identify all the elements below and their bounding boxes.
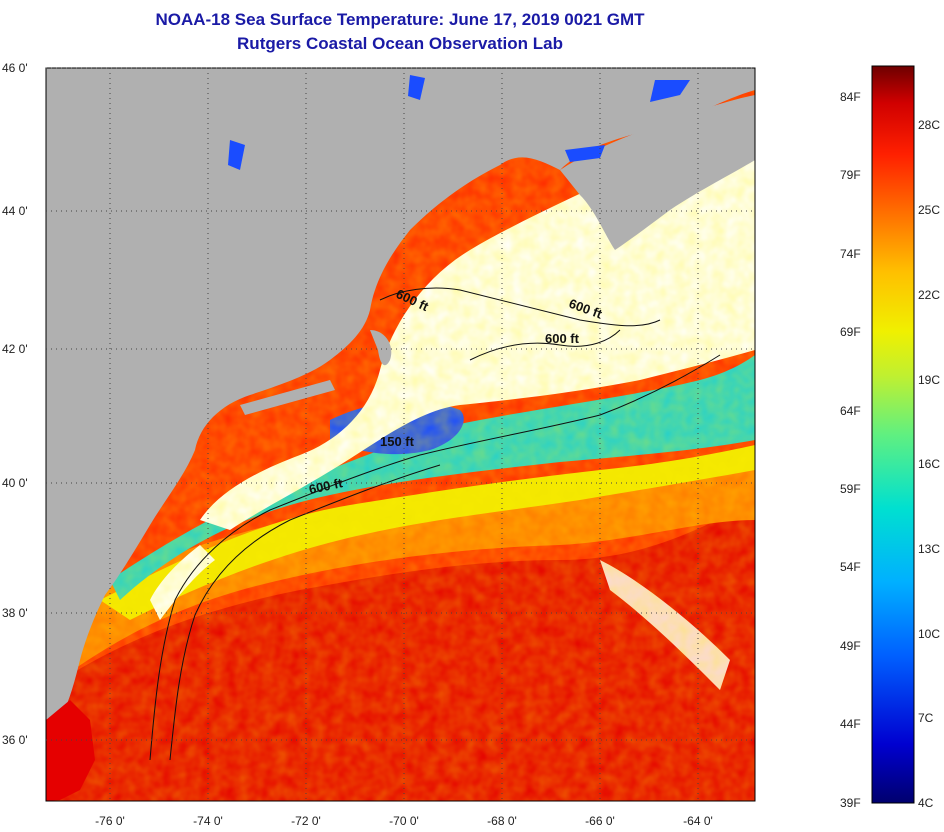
cb-f-label: 54F <box>840 560 861 574</box>
map-title: NOAA-18 Sea Surface Temperature: June 17… <box>155 10 645 29</box>
cb-c-label: 13C <box>918 542 941 556</box>
bay-patch-2 <box>565 145 605 162</box>
isobath-label-4: 150 ft <box>380 434 415 449</box>
cb-f-label: 64F <box>840 404 861 418</box>
cb-c-label: 10C <box>918 627 941 641</box>
cb-f-label: 44F <box>840 717 861 731</box>
land-mainland <box>46 68 755 780</box>
land-nova-scotia <box>560 95 755 250</box>
isobath-georges <box>469 329 621 361</box>
isobath-shelf-break <box>149 354 721 761</box>
lon-label: -76 0' <box>95 814 125 828</box>
cb-c-label: 19C <box>918 373 941 387</box>
map-subtitle: Rutgers Coastal Ocean Observation Lab <box>237 34 563 53</box>
colorbar <box>871 65 915 804</box>
cb-f-label: 79F <box>840 168 861 182</box>
lat-label: 44 0' <box>2 204 28 218</box>
isobath-label-3: 600 ft <box>545 331 580 346</box>
lon-label: -72 0' <box>291 814 321 828</box>
lon-label: -74 0' <box>193 814 223 828</box>
lon-label: -64 0' <box>683 814 713 828</box>
land-delmarva <box>46 545 85 690</box>
cb-f-label: 49F <box>840 639 861 653</box>
cb-f-label: 74F <box>840 247 861 261</box>
lat-label: 46 0' <box>2 61 28 75</box>
cb-c-label: 25C <box>918 203 941 217</box>
cb-f-label: 39F <box>840 796 861 810</box>
cb-c-label: 4C <box>918 796 934 810</box>
lon-label: -68 0' <box>487 814 517 828</box>
graticule <box>46 67 755 801</box>
land-long-island <box>240 380 335 415</box>
lat-label: 42 0' <box>2 342 28 356</box>
cb-c-label: 16C <box>918 457 941 471</box>
lat-label: 40 0' <box>2 476 28 490</box>
isobath-gulf-of-maine <box>379 287 661 327</box>
isobath-150 <box>169 464 441 761</box>
cb-f-label: 84F <box>840 90 861 104</box>
isobath-label-5: 600 ft <box>308 475 345 497</box>
lat-label: 38 0' <box>2 606 28 620</box>
bay-patch <box>650 80 690 102</box>
cb-c-label: 7C <box>918 711 934 725</box>
cb-f-label: 59F <box>840 482 861 496</box>
cb-c-label: 22C <box>918 288 941 302</box>
lake-patch <box>228 140 245 170</box>
cb-f-label: 69F <box>840 325 861 339</box>
lon-label: -70 0' <box>389 814 419 828</box>
map-frame <box>45 67 756 802</box>
lake-patch-2 <box>408 75 425 100</box>
chesapeake-bay <box>46 700 95 801</box>
cb-c-label: 28C <box>918 118 941 132</box>
lat-label: 36 0' <box>2 733 28 747</box>
lon-label: -66 0' <box>585 814 615 828</box>
land-cape-cod <box>370 330 392 366</box>
